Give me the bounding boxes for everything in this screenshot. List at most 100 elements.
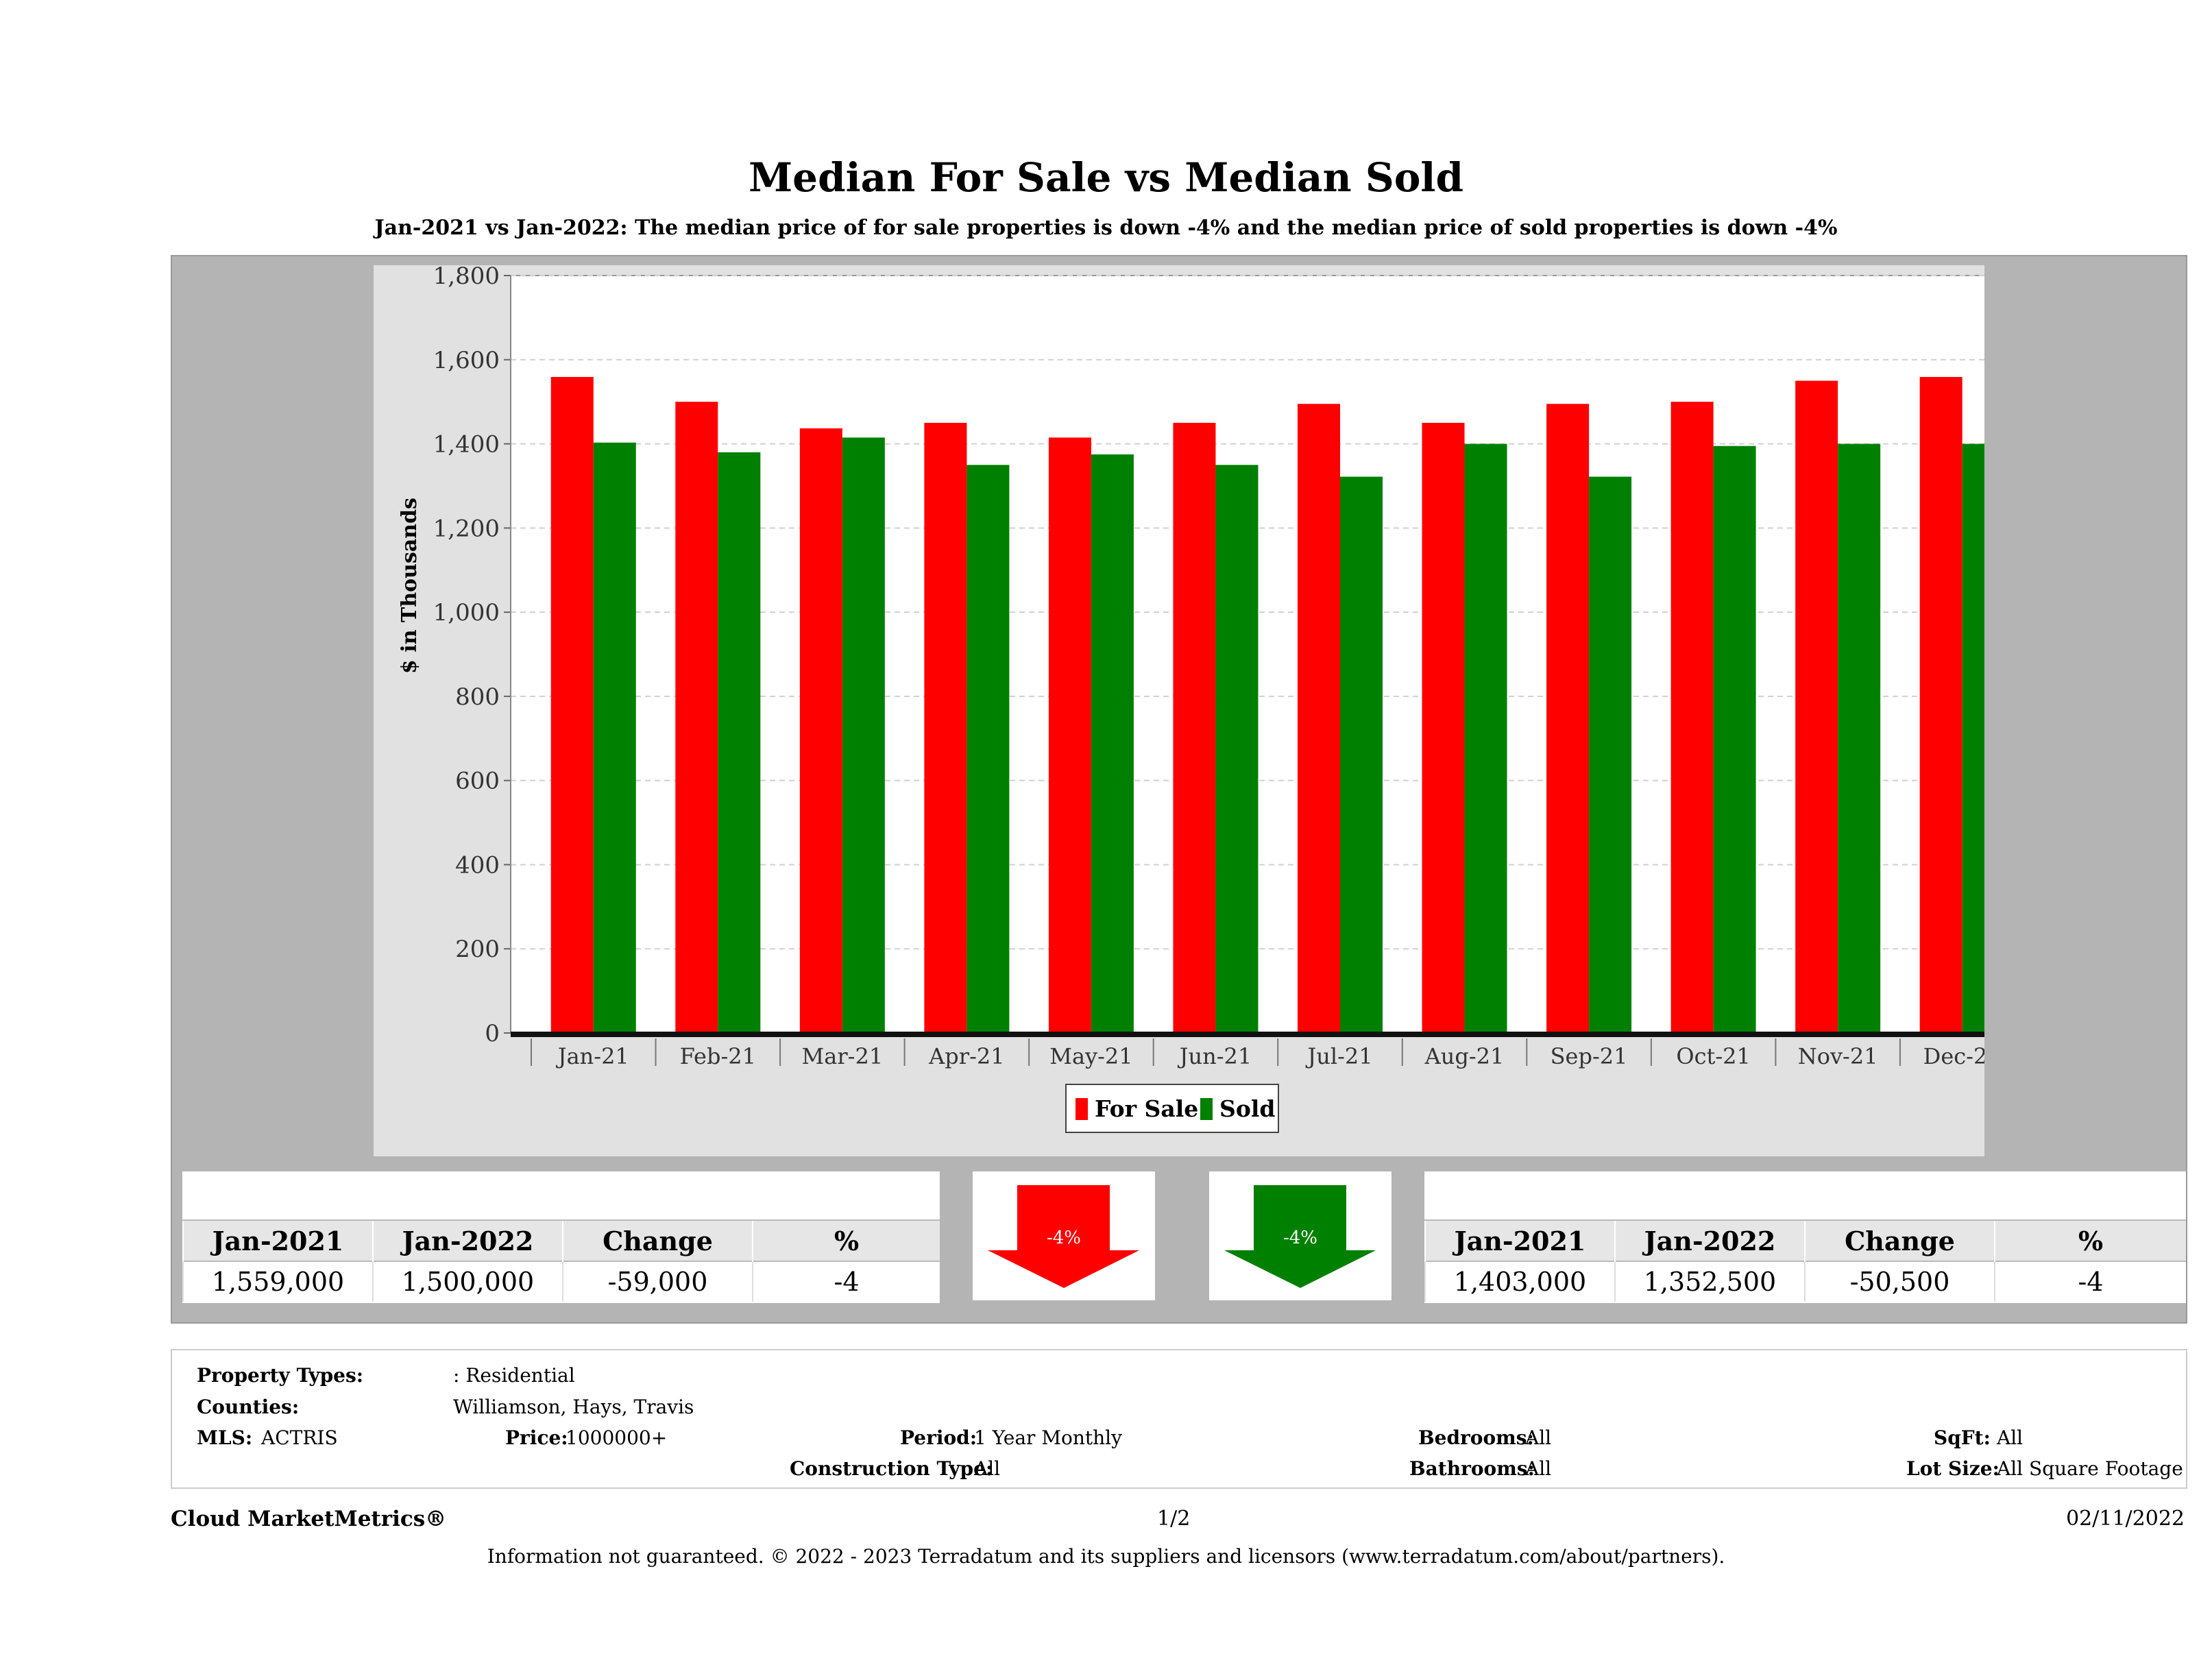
chart-panel: 0 200 400 600 800 1,000 1,200 1,400 1,600 1,800 $ … [171,255,2187,1324]
for-sale-bar [1546,404,1590,1033]
for-sale-arrow-label: -4% [1047,1228,1081,1248]
x-tick-label: Sep-21 [1551,1043,1628,1069]
page-title: Median For Sale vs Median Sold [748,154,1463,201]
counties-value: Williamson, Hays, Travis [453,1396,694,1418]
for-sale-bar [675,402,718,1033]
for-sale-value-change: -59,000 [562,1261,753,1302]
counties-label: Counties: [197,1396,300,1418]
for-sale-stats: Jan-2021 Jan-2022 Change % 1,559,000 1,5… [182,1171,940,1303]
filter-info: Property Types: : Residential Counties: … [171,1349,2187,1489]
x-tick-label: Jan-21 [556,1043,629,1069]
x-tick-label: Dec-21 [1923,1043,1984,1069]
for-sale-bar [1795,380,1838,1033]
property-types-value: : Residential [453,1364,575,1387]
sold-value-start: 1,403,000 [1424,1261,1615,1302]
sold-bar [967,465,1010,1033]
construction-type-value: All [974,1457,1001,1480]
sold-legend-swatch [1200,1098,1213,1120]
sold-bar [1340,476,1383,1033]
property-types-label: Property Types: [197,1364,364,1387]
for-sale-arrow-box: -4% [973,1171,1155,1300]
price-value: 1000000+ [566,1426,668,1449]
sold-value-end: 1,352,500 [1614,1261,1805,1302]
for-sale-bar [550,376,594,1033]
sold-bar [1589,476,1632,1033]
sold-bar [593,442,636,1033]
page-subtitle: Jan-2021 vs Jan-2022: The median price o… [374,216,1838,240]
lot-size-value: All Square Footage [1997,1457,2183,1480]
sold-bar [1215,465,1259,1033]
y-tick-label: 200 [455,936,500,963]
for-sale-bar [1173,422,1216,1033]
for-sale-bar [799,428,842,1033]
sold-bar [842,437,885,1033]
for-sale-bar [1919,376,1962,1033]
for-sale-legend-swatch [1075,1098,1088,1120]
down-arrow-icon: -4% [988,1185,1139,1288]
for-sale-bar [924,422,967,1033]
x-tick-label: Nov-21 [1798,1043,1878,1069]
chart-area: 0 200 400 600 800 1,000 1,200 1,400 1,600 1,800 $ … [374,265,1984,1156]
for-sale-header-percent: % [752,1219,940,1261]
bedrooms-value: All [1525,1426,1552,1449]
x-tick-label: Feb-21 [680,1043,756,1069]
x-tick-label: Mar-21 [802,1043,884,1069]
down-arrow-icon: -4% [1224,1185,1376,1288]
bathrooms-value: All [1525,1457,1552,1480]
for-sale-header-end: Jan-2022 [372,1219,563,1261]
y-tick-label: 1,200 [433,515,500,542]
x-tick-label: Jul-21 [1305,1043,1372,1069]
y-tick-label: 1,800 [433,265,500,290]
x-tick-label: May-21 [1049,1043,1132,1069]
for-sale-bar [1670,402,1714,1033]
mls-label: MLS: [197,1426,253,1449]
price-label: Price: [505,1426,568,1449]
y-tick-label: 800 [455,683,500,711]
sold-header-change: Change [1804,1219,1995,1261]
sold-bar [1838,443,1881,1033]
for-sale-header-start: Jan-2021 [182,1219,373,1261]
for-sale-header-change: Change [562,1219,753,1261]
period-value: 1 Year Monthly [974,1426,1122,1449]
bedrooms-label: Bedrooms: [1418,1426,1534,1449]
disclaimer: Information not guaranteed. © 2022 - 202… [487,1545,1725,1568]
bar-chart: 0 200 400 600 800 1,000 1,200 1,400 1,600 1,800 $ … [398,265,1984,1133]
y-axis-label: $ in Thousands [398,498,422,674]
sold-bar [718,452,761,1033]
y-tick-label: 1,000 [433,599,500,627]
sold-bar [1091,454,1134,1033]
sold-header-end: Jan-2022 [1614,1219,1805,1261]
for-sale-value-end: 1,500,000 [372,1261,563,1302]
report-date: 02/11/2022 [2066,1507,2185,1531]
y-tick-label: 0 [485,1020,500,1047]
sold-stats: Jan-2021 Jan-2022 Change % 1,403,000 1,3… [1424,1171,2186,1303]
sold-arrow-label: -4% [1283,1228,1317,1248]
construction-type-label: Construction Type: [790,1457,993,1480]
sold-stats-table: Jan-2021 Jan-2022 Change % 1,403,000 1,3… [1424,1219,2186,1302]
for-sale-value-percent: -4 [752,1261,940,1302]
sold-bar [1962,443,1984,1033]
y-tick-label: 1,600 [433,347,500,374]
sold-legend-label: Sold [1219,1095,1275,1122]
sold-value-change: -50,500 [1804,1261,1995,1302]
y-tick-label: 400 [455,851,500,879]
y-tick-label: 1,400 [433,431,500,459]
x-tick-label: Apr-21 [928,1043,1004,1069]
sold-header-percent: % [1994,1219,2186,1261]
sqft-label: SqFt: [1934,1426,1991,1449]
bathrooms-label: Bathrooms: [1409,1457,1535,1480]
for-sale-legend-label: For Sale [1095,1095,1198,1122]
y-tick-label: 600 [455,768,500,795]
for-sale-bar [1422,422,1465,1033]
page-number: 1/2 [1157,1507,1191,1531]
x-tick-label: Oct-21 [1676,1043,1751,1069]
lot-size-label: Lot Size: [1906,1457,2000,1480]
sold-value-percent: -4 [1994,1261,2186,1302]
for-sale-bar [1048,437,1091,1033]
sold-arrow-box: -4% [1209,1171,1391,1300]
sqft-value: All [1997,1426,2023,1449]
brand-name: Cloud MarketMetrics® [171,1507,447,1531]
x-tick-label: Jun-21 [1178,1043,1252,1069]
for-sale-stats-table: Jan-2021 Jan-2022 Change % 1,559,000 1,5… [182,1219,940,1302]
for-sale-value-start: 1,559,000 [182,1261,373,1302]
